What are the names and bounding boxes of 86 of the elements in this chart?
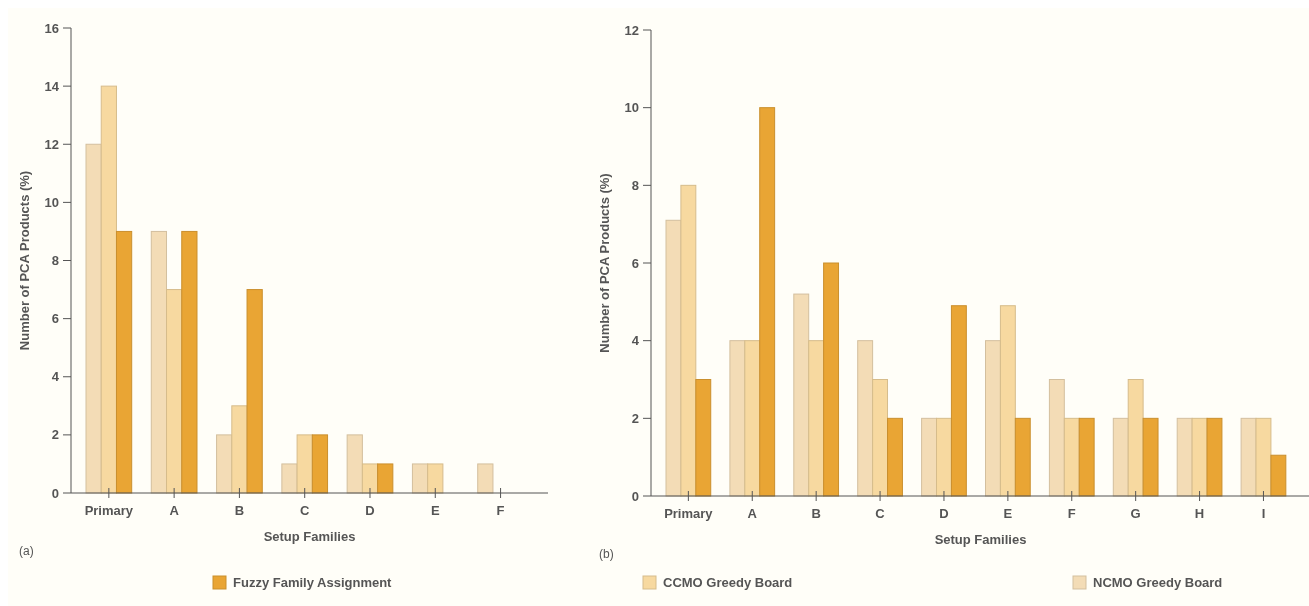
bar (887, 417, 903, 497)
bar (985, 340, 1001, 497)
bar (1078, 417, 1095, 497)
bar (729, 340, 746, 497)
y-tick-label: 16 (44, 20, 59, 36)
y-tick-label: 2 (631, 410, 639, 426)
x-tick-label: D (365, 503, 375, 518)
bar (808, 340, 825, 497)
y-tick-label: 12 (624, 22, 639, 38)
bar (115, 230, 133, 494)
x-tick-label: A (169, 503, 180, 518)
bar (680, 184, 697, 497)
bar (999, 305, 1016, 497)
bar (950, 305, 967, 497)
x-tick-label: Primary (84, 503, 134, 518)
bar (1270, 454, 1287, 497)
bar (246, 289, 263, 494)
y-tick-label: 8 (51, 253, 59, 269)
bar (100, 85, 117, 494)
x-tick-label: B (811, 506, 821, 521)
bar (346, 434, 363, 494)
bar (936, 417, 952, 497)
y-tick-label: 6 (631, 255, 639, 271)
legend-label: NCMO Greedy Board (1093, 575, 1223, 590)
x-tick-label: E (1003, 506, 1013, 521)
bar (857, 340, 874, 497)
bar (477, 463, 494, 494)
y-axis-title: Number of PCA Products (%) (597, 173, 612, 353)
bar (216, 434, 233, 494)
bar (1112, 417, 1129, 497)
bar (872, 379, 889, 497)
y-tick-label: 10 (44, 194, 59, 210)
x-axis-title: Setup Families (934, 532, 1027, 547)
legend-label: Fuzzy Family Assignment (233, 575, 393, 590)
x-tick-label: G (1130, 506, 1141, 521)
x-tick-label: E (430, 503, 440, 518)
bar (744, 340, 761, 497)
bar (1063, 417, 1080, 497)
y-tick-label: 8 (631, 177, 639, 193)
y-tick-label: 4 (51, 369, 60, 385)
bar (1206, 417, 1223, 497)
bar (1142, 417, 1159, 497)
x-tick-label: D (939, 506, 949, 521)
x-tick-label: Primary (664, 506, 714, 521)
bar (1255, 417, 1272, 497)
bar (793, 293, 810, 497)
y-tick-label: 14 (44, 78, 60, 94)
bar (759, 107, 776, 497)
x-axis-title: Setup Families (263, 529, 356, 544)
bar (377, 463, 394, 494)
text: (b) (599, 547, 614, 561)
bar (1191, 417, 1208, 497)
x-tick-label: H (1194, 506, 1205, 521)
bar (1127, 379, 1144, 497)
bar (311, 434, 329, 494)
legend-label: CCMO Greedy Board (663, 575, 793, 590)
bar (150, 230, 168, 494)
x-tick-label: A (747, 506, 758, 521)
bar (181, 230, 198, 494)
bar (231, 405, 248, 494)
bar (921, 417, 938, 497)
y-tick-label: 4 (631, 333, 640, 349)
bar (823, 262, 840, 497)
x-tick-label: C (875, 506, 886, 521)
text: (a) (19, 544, 34, 558)
bar (296, 434, 313, 494)
bar (1240, 417, 1257, 497)
y-tick-label: 0 (631, 488, 639, 504)
x-tick-label: F (1067, 506, 1076, 521)
y-tick-label: 0 (51, 485, 59, 501)
x-tick-label: F (496, 503, 505, 518)
y-tick-label: 6 (51, 311, 59, 327)
bar (695, 379, 712, 497)
bar (85, 143, 102, 494)
y-tick-label: 2 (51, 427, 59, 443)
y-axis-title: Number of PCA Products (%) (17, 170, 32, 351)
x-tick-label: I (1261, 506, 1266, 521)
bar (427, 463, 444, 494)
bar (1048, 379, 1065, 497)
bar (166, 289, 183, 494)
x-tick-label: B (234, 503, 245, 518)
y-tick-label: 12 (44, 136, 59, 152)
bar (1014, 417, 1031, 497)
bar (665, 219, 682, 497)
x-tick-label: C (300, 503, 311, 518)
y-tick-label: 10 (624, 100, 639, 116)
